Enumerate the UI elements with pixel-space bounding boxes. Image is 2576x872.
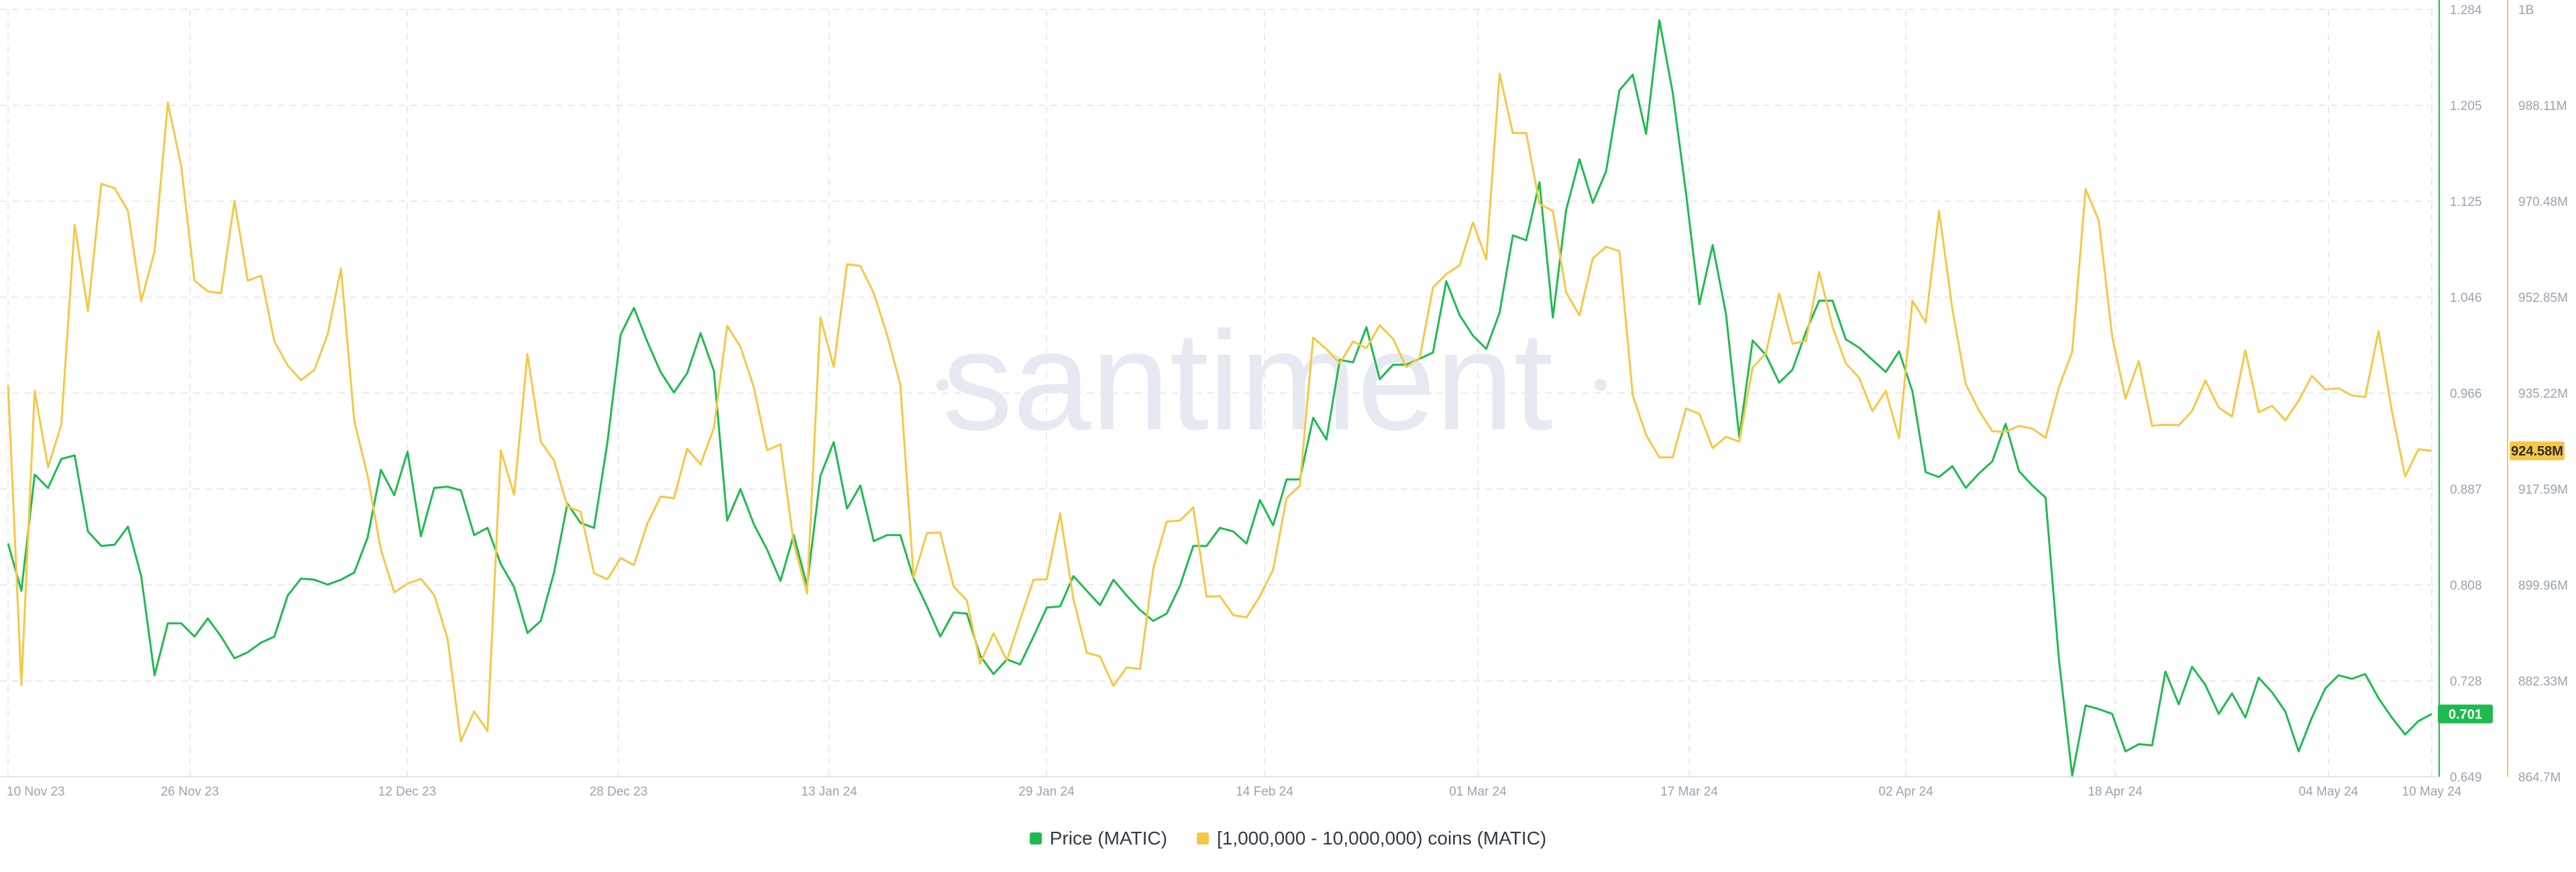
price-axis-tick-label: 0.966 bbox=[2450, 387, 2482, 401]
watermark-dot-right bbox=[1595, 379, 1607, 391]
x-axis-tick-label: 12 Dec 23 bbox=[378, 785, 437, 799]
price-axis-tick-label: 1.125 bbox=[2450, 195, 2482, 209]
price-current-badge-bg bbox=[2438, 704, 2493, 724]
holders-current-badge-label: 924.58M bbox=[2511, 444, 2563, 459]
holders-axis-tick-label: 970.48M bbox=[2518, 195, 2568, 209]
price-axis-tick-label: 1.205 bbox=[2450, 99, 2482, 113]
price-axis-tick-label: 1.046 bbox=[2450, 291, 2482, 305]
x-axis-tick-label: 26 Nov 23 bbox=[161, 785, 219, 799]
legend-label-price: Price (MATIC) bbox=[1049, 828, 1167, 849]
watermark-dot-left bbox=[936, 379, 949, 391]
x-axis-tick-label: 17 Mar 24 bbox=[1660, 785, 1718, 799]
legend-swatch-price bbox=[1029, 832, 1042, 844]
x-axis-tick-label: 18 Apr 24 bbox=[2088, 785, 2143, 799]
x-axis-tick-label: 13 Jan 24 bbox=[801, 785, 857, 799]
price-series-line bbox=[7, 19, 2432, 777]
holders-axis-tick-label: 988.11M bbox=[2518, 99, 2567, 113]
price-axis-tick-label: 0.887 bbox=[2450, 483, 2482, 497]
legend-item-holders[interactable]: [1,000,000 - 10,000,000) coins (MATIC) bbox=[1196, 828, 1547, 849]
holders-axis-tick-label: 935.22M bbox=[2518, 387, 2568, 401]
x-axis-tick-label: 14 Feb 24 bbox=[1236, 785, 1293, 799]
holders-axis-tick-label: 952.85M bbox=[2518, 291, 2568, 305]
price-axis-tick-label: 1.284 bbox=[2450, 3, 2482, 17]
legend-label-holders: [1,000,000 - 10,000,000) coins (MATIC) bbox=[1216, 828, 1547, 849]
holders-axis-tick-label: 899.96M bbox=[2518, 579, 2568, 593]
legend-item-price[interactable]: Price (MATIC) bbox=[1029, 828, 1167, 849]
watermark-text: santiment bbox=[943, 302, 1553, 459]
x-axis-tick-label: 29 Jan 24 bbox=[1018, 785, 1075, 799]
price-current-badge-label: 0.701 bbox=[2449, 707, 2482, 722]
price-axis-tick-label: 0.649 bbox=[2450, 771, 2482, 785]
legend: Price (MATIC) [1,000,000 - 10,000,000) c… bbox=[0, 822, 2576, 855]
holders-axis-tick-label: 882.33M bbox=[2518, 675, 2568, 689]
holders-axis-tick-label: 1B bbox=[2518, 3, 2534, 17]
x-axis-tick-label: 10 May 24 bbox=[2402, 785, 2462, 799]
holders-axis-tick-label: 917.59M bbox=[2518, 483, 2568, 497]
holders-axis-tick-label: 864.7M bbox=[2518, 771, 2561, 785]
legend-swatch-holders bbox=[1196, 832, 1209, 844]
holders-series-line bbox=[7, 72, 2432, 743]
x-axis-tick-label: 02 Apr 24 bbox=[1878, 785, 1933, 799]
x-axis-tick-label: 01 Mar 24 bbox=[1449, 785, 1507, 799]
price-axis-tick-label: 0.728 bbox=[2450, 675, 2482, 689]
holders-current-badge-bg bbox=[2510, 441, 2565, 461]
x-axis-tick-label: 28 Dec 23 bbox=[590, 785, 648, 799]
x-axis-tick-label: 04 May 24 bbox=[2299, 785, 2359, 799]
price-axis-tick-label: 0.808 bbox=[2450, 579, 2482, 593]
x-axis-tick-label: 10 Nov 23 bbox=[7, 785, 65, 799]
